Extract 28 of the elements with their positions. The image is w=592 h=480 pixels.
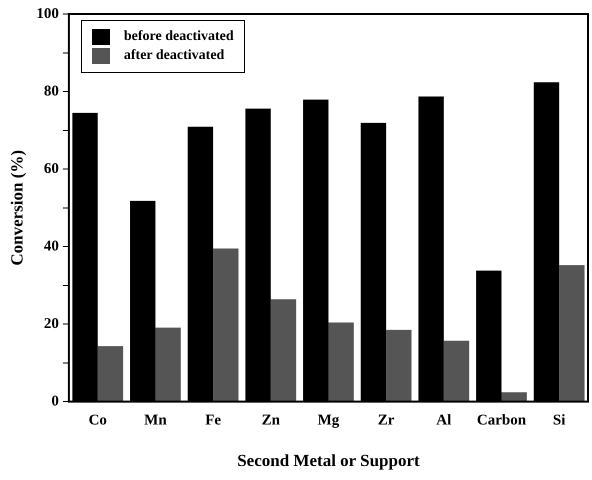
x-tick-label: Mg xyxy=(318,412,340,428)
x-tick-label: Co xyxy=(88,412,107,428)
bar xyxy=(98,346,124,402)
x-tick-label: Carbon xyxy=(476,412,527,428)
y-tick-label: 80 xyxy=(44,83,59,100)
bar xyxy=(328,322,354,402)
bar xyxy=(155,328,181,402)
x-tick-label: Si xyxy=(552,412,566,428)
x-tick-label: Zn xyxy=(262,412,281,428)
bar xyxy=(386,330,412,402)
y-tick-label: 100 xyxy=(36,6,59,22)
bar xyxy=(213,248,238,402)
y-axis-title: Conversion (%) xyxy=(8,150,27,266)
y-tick-label: 20 xyxy=(44,316,59,332)
y-tick-label: 40 xyxy=(44,238,59,254)
x-tick-label: Mn xyxy=(144,412,168,428)
x-tick-label: Fe xyxy=(205,412,222,428)
y-tick-label: 0 xyxy=(51,393,59,410)
y-tick-label: 60 xyxy=(44,160,59,177)
legend-label: before deactivated xyxy=(124,29,234,45)
x-tick-label: Al xyxy=(436,412,452,428)
bar xyxy=(444,340,470,402)
legend-label: after deactivated xyxy=(124,48,224,64)
bar xyxy=(501,392,527,402)
x-tick-label: Zr xyxy=(378,412,395,428)
bar xyxy=(270,299,296,402)
x-axis-title: Second Metal or Support xyxy=(237,451,420,470)
bar xyxy=(559,265,585,402)
